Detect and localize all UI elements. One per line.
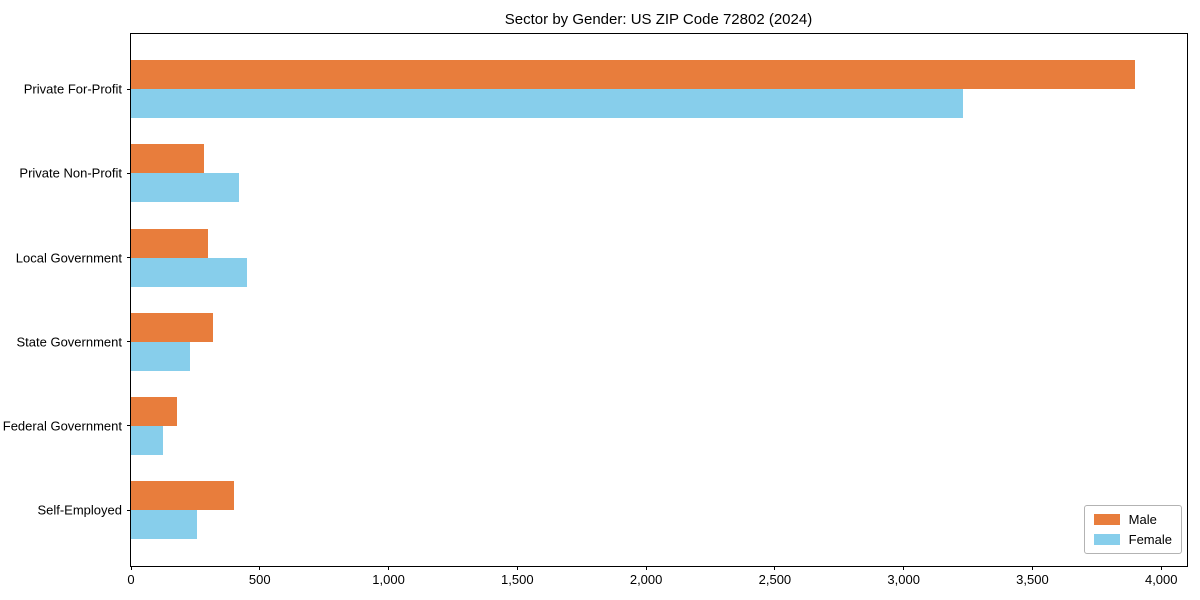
bar-female [131, 89, 963, 119]
y-tick-mark [127, 509, 131, 511]
bar-female [131, 257, 247, 287]
category-label: Private For-Profit [23, 81, 122, 97]
bar-male [131, 60, 1136, 90]
category-label: Private Non-Profit [19, 165, 122, 181]
x-tick-label: 1,500 [501, 572, 534, 587]
bar-male [131, 144, 205, 174]
y-tick-mark [127, 425, 131, 427]
category-label: Federal Government [2, 418, 122, 434]
x-tick-label: 3,000 [887, 572, 920, 587]
y-tick-mark [127, 257, 131, 259]
x-tick-mark [1031, 566, 1033, 570]
x-tick-label: 4,000 [1144, 572, 1178, 587]
x-tick-mark [1160, 566, 1162, 570]
bar-female [131, 510, 197, 540]
x-tick-label: 3,500 [1016, 572, 1049, 587]
legend-label-male: Male [1128, 512, 1157, 527]
x-tick-mark [774, 566, 776, 570]
x-tick-mark [645, 566, 647, 570]
category-label: Self-Employed [37, 502, 122, 518]
legend-swatch-male-icon [1093, 514, 1120, 525]
y-tick-mark [127, 341, 131, 343]
bar-female [131, 341, 191, 371]
x-tick-mark [903, 566, 905, 570]
x-tick-mark [388, 566, 390, 570]
legend-swatch-female-icon [1093, 534, 1120, 545]
category-label: State Government [16, 334, 123, 350]
legend-item-male: Male [1093, 512, 1172, 527]
y-tick-mark [127, 88, 131, 90]
bar-male [131, 481, 235, 511]
legend-item-female: Female [1093, 532, 1172, 547]
bar-female [131, 173, 240, 203]
bar-male [131, 228, 209, 258]
bar-male [131, 396, 178, 426]
x-tick-label: 1,000 [372, 572, 405, 587]
x-tick-label: 500 [248, 572, 271, 587]
x-tick-mark [130, 566, 132, 570]
x-tick-mark [259, 566, 261, 570]
bar-male [131, 312, 214, 342]
x-tick-label: 2,500 [758, 572, 792, 587]
y-tick-mark [127, 172, 131, 174]
x-tick-label: 2,000 [629, 572, 663, 587]
bar-female [131, 425, 164, 455]
chart-title: Sector by Gender: US ZIP Code 72802 (202… [504, 11, 813, 28]
x-tick-label: 0 [127, 572, 135, 587]
legend: Male Female [1083, 505, 1182, 554]
x-tick-mark [516, 566, 518, 570]
category-label: Local Government [15, 250, 122, 266]
legend-label-female: Female [1128, 532, 1172, 547]
plot-area: Male Female Private For-Profit Private No… [3, 33, 1188, 587]
